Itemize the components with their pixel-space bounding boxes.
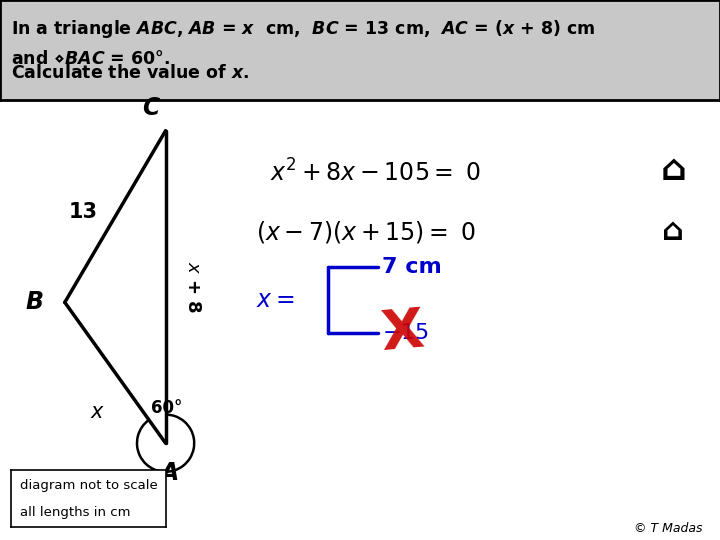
Text: In a triangle $\bfit{ABC}$,$\bfit{\ AB}$ = $\bfit{x}$  cm, $\bfit{\ BC}$ = 13 cm: In a triangle $\bfit{ABC}$,$\bfit{\ AB}$… — [11, 18, 595, 40]
Text: C: C — [143, 96, 160, 120]
Text: ⌂: ⌂ — [662, 218, 684, 246]
Text: $x^2 + 8x - 105 = \ 0$: $x^2 + 8x - 105 = \ 0$ — [270, 159, 481, 186]
Text: $-15$: $-15$ — [382, 323, 428, 343]
Text: 60°: 60° — [151, 399, 183, 417]
Text: $(x - 7)(x + 15) = \ 0$: $(x - 7)(x + 15) = \ 0$ — [256, 219, 476, 245]
Text: A: A — [160, 461, 179, 485]
Text: ⌂: ⌂ — [660, 153, 686, 187]
Text: and $\bfit{\diamond BAC}$ = 60°.: and $\bfit{\diamond BAC}$ = 60°. — [11, 50, 170, 68]
Text: diagram not to scale: diagram not to scale — [20, 479, 158, 492]
Text: X: X — [379, 305, 427, 362]
Text: Calculate the value of $\bfit{x}$.: Calculate the value of $\bfit{x}$. — [11, 64, 249, 82]
Text: B: B — [25, 291, 43, 314]
Text: 7 cm: 7 cm — [382, 257, 441, 277]
Text: 13: 13 — [68, 202, 97, 222]
Text: © T Madas: © T Madas — [634, 522, 702, 535]
Text: $x =$: $x =$ — [256, 288, 294, 312]
Text: $x$: $x$ — [90, 402, 104, 422]
Text: all lengths in cm: all lengths in cm — [20, 506, 130, 519]
Text: $x$ + 8: $x$ + 8 — [184, 261, 202, 313]
